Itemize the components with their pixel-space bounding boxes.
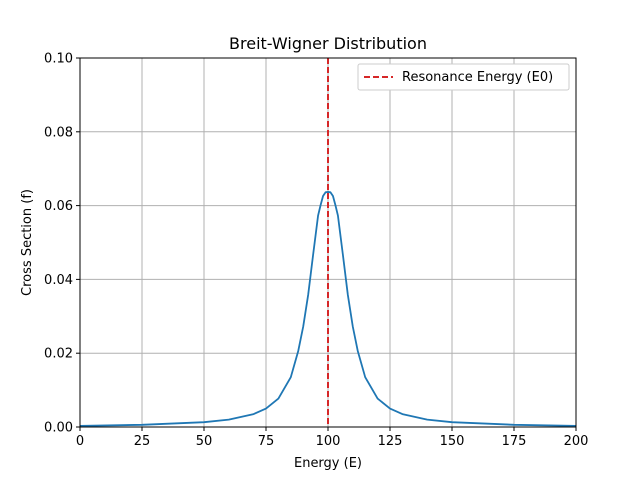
x-tick-label: 125 bbox=[378, 434, 403, 449]
x-tick-label: 200 bbox=[564, 434, 589, 449]
series-layer bbox=[79, 58, 577, 427]
y-tick-label: 0.10 bbox=[44, 52, 73, 67]
legend: Resonance Energy (E0) bbox=[357, 63, 570, 91]
x-axis-label: Energy (E) bbox=[294, 456, 362, 471]
chart-title: Breit-Wigner Distribution bbox=[229, 34, 427, 53]
y-axis-ticks: 0.00 0.02 0.04 0.06 0.08 0.10 bbox=[44, 52, 80, 436]
legend-label-resonance: Resonance Energy (E0) bbox=[402, 70, 553, 85]
x-tick-label: 50 bbox=[196, 434, 213, 449]
y-tick-label: 0.04 bbox=[44, 273, 73, 288]
x-tick-label: 100 bbox=[316, 434, 341, 449]
x-tick-label: 175 bbox=[502, 434, 527, 449]
y-tick-label: 0.00 bbox=[44, 421, 73, 436]
x-tick-label: 25 bbox=[134, 434, 151, 449]
x-tick-label: 150 bbox=[440, 434, 465, 449]
y-tick-label: 0.02 bbox=[44, 347, 73, 362]
legend-box bbox=[357, 63, 570, 91]
x-axis-ticks: 0 25 50 75 100 125 150 175 200 bbox=[76, 427, 589, 449]
y-tick-label: 0.08 bbox=[44, 125, 73, 140]
x-tick-label: 0 bbox=[76, 434, 84, 449]
x-tick-label: 75 bbox=[258, 434, 275, 449]
y-tick-label: 0.06 bbox=[44, 199, 73, 214]
y-axis-label: Cross Section (f) bbox=[20, 189, 35, 296]
series-line-0 bbox=[79, 191, 577, 427]
